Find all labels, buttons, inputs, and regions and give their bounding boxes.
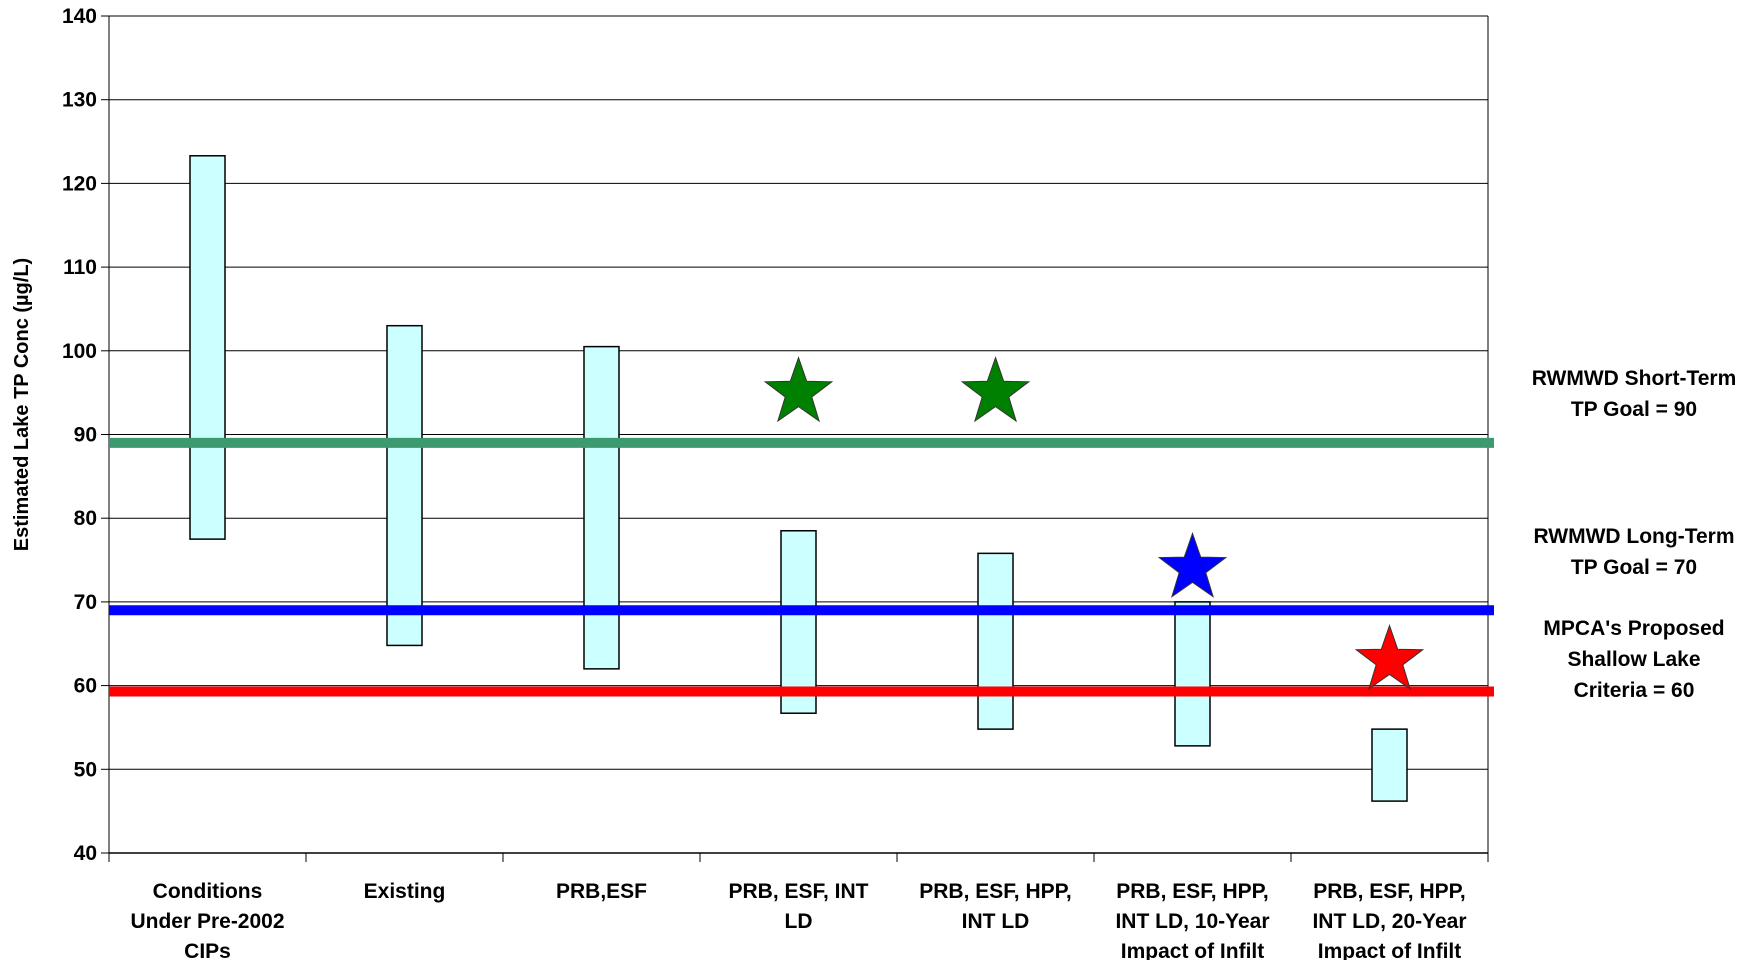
y-tick-label: 90 — [74, 424, 97, 447]
y-tick-label: 110 — [63, 256, 97, 279]
range-bar — [1174, 601, 1211, 747]
range-bar — [189, 155, 226, 540]
reference-line-label: Shallow Lake — [1567, 648, 1700, 671]
star-marker — [960, 356, 1031, 423]
x-category-label: INT LD, 10-Year — [1115, 910, 1269, 933]
x-category-label: Existing — [364, 880, 446, 903]
range-bar — [386, 324, 423, 647]
x-category-label: Conditions — [153, 880, 263, 903]
y-tick-label: 120 — [62, 172, 97, 195]
reference-line-label: TP Goal = 90 — [1571, 398, 1697, 421]
y-tick-label: 80 — [74, 507, 97, 530]
reference-line-label: RWMWD Long-Term — [1533, 525, 1734, 548]
y-tick-label: 130 — [62, 89, 97, 112]
x-category-label: Impact of Infilt — [1318, 940, 1462, 960]
x-category-label: Impact of Infilt — [1121, 940, 1265, 960]
y-tick-label: 140 — [62, 5, 97, 28]
y-tick-label: 100 — [62, 340, 97, 363]
y-tick-label: 70 — [74, 591, 97, 614]
range-bar — [583, 345, 620, 670]
x-category-label: PRB, ESF, HPP, — [1313, 880, 1466, 903]
star-marker — [1354, 623, 1425, 691]
x-category-label: INT LD — [962, 910, 1030, 933]
x-category-label: Under Pre-2002 — [130, 910, 284, 933]
range-bar — [977, 552, 1014, 730]
reference-line-label: Criteria = 60 — [1574, 679, 1695, 702]
reference-line-label: TP Goal = 70 — [1571, 556, 1697, 579]
reference-line-label: MPCA's Proposed — [1543, 617, 1724, 640]
star-marker — [1157, 531, 1228, 598]
y-tick-label: 40 — [74, 842, 97, 865]
range-bar — [780, 530, 817, 714]
reference-line-label: RWMWD Short-Term — [1532, 367, 1737, 390]
x-category-label: LD — [785, 910, 813, 933]
x-category-label: INT LD, 20-Year — [1312, 910, 1466, 933]
y-tick-label: 60 — [74, 675, 97, 698]
x-category-label: PRB, ESF, HPP, — [919, 880, 1072, 903]
y-tick-label: 50 — [74, 758, 97, 781]
x-category-label: PRB, ESF, HPP, — [1116, 880, 1269, 903]
y-axis-title: Estimated Lake TP Conc (µg/L) — [11, 258, 33, 551]
x-category-label: PRB, ESF, INT — [728, 880, 868, 903]
x-category-label: CIPs — [184, 940, 231, 960]
range-bar — [1371, 728, 1408, 802]
x-category-label: PRB,ESF — [556, 880, 647, 903]
star-marker — [763, 356, 834, 423]
